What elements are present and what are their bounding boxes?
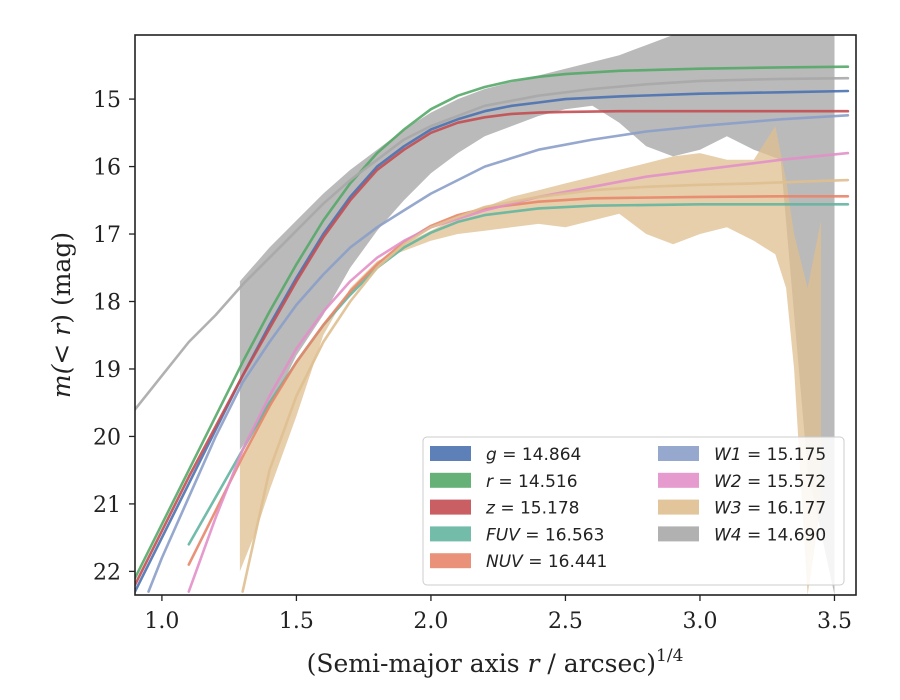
y-axis-ticks: 15 16 17 18 19 20 21 22 [93, 88, 135, 585]
plot-frame [134, 34, 857, 596]
legend-swatch-w1 [658, 446, 699, 461]
legend-swatch-z [430, 499, 471, 515]
x-axis-title-var: r [528, 649, 542, 678]
legend-series-name: W3 [714, 499, 742, 519]
y-axis-title-prefix: m( [47, 363, 76, 398]
legend-series-value: = 16.441 [523, 552, 608, 572]
legend-series-name: z [485, 499, 496, 519]
legend-series-name: W1 [714, 445, 742, 465]
legend-label-g: g = 14.864 [486, 445, 581, 465]
legend-series-value: = 15.572 [742, 472, 827, 492]
x-tick-label: 2.5 [548, 609, 583, 634]
series-line-z [135, 109, 850, 587]
x-tick-label: 3.0 [682, 609, 717, 634]
legend-series-value: = 15.178 [495, 499, 580, 519]
series-line-w2 [187, 151, 850, 593]
y-tick-label: 18 [93, 291, 121, 316]
legend-label-w2: W2 = 15.572 [714, 472, 826, 492]
series-line-fuv [187, 203, 850, 546]
legend-swatch-w4 [658, 526, 699, 542]
y-tick-label: 21 [93, 493, 121, 518]
y-axis-title-suffix: ) (mag) [47, 232, 76, 324]
x-tick-label: 1.5 [279, 609, 314, 634]
legend-label-w1: W1 = 15.175 [714, 445, 826, 465]
legend-swatch-w3 [658, 499, 699, 515]
legend-series-value: = 16.177 [742, 499, 827, 519]
legend-series-name: W2 [714, 472, 742, 492]
legend-label-z: z = 15.178 [485, 499, 579, 519]
series-line-w3 [241, 178, 850, 593]
legend-swatch-r [430, 472, 471, 488]
legend-series-name: g [486, 445, 497, 465]
legend-label-nuv: NUV = 16.441 [486, 552, 607, 572]
legend-series-value: = 14.864 [497, 445, 582, 465]
x-axis-title-prefix: (Semi-major axis [307, 649, 528, 678]
series-line-r [135, 65, 850, 580]
legend-series-name: W4 [714, 525, 742, 545]
x-axis-title: (Semi-major axis r / arcsec)1/4 [307, 646, 684, 678]
legend-label-w4: W4 = 14.690 [714, 525, 826, 545]
y-tick-label: 17 [93, 223, 121, 248]
y-tick-label: 20 [93, 425, 121, 450]
y-axis-title: m(< r) (mag) [47, 232, 76, 398]
y-tick-label: 15 [93, 88, 121, 113]
legend-series-value: = 14.516 [493, 472, 578, 492]
x-tick-label: 2.0 [413, 609, 448, 634]
y-tick-label: 19 [93, 358, 121, 383]
uncertainty-bands [239, 35, 835, 595]
legend-series-name: FUV [486, 525, 521, 545]
x-axis-title-exponent: 1/4 [656, 646, 683, 666]
series-line-w4 [135, 76, 850, 411]
legend-label-fuv: FUV = 16.563 [486, 525, 604, 545]
legend-box [422, 436, 845, 586]
legend-series-value: = 14.690 [742, 525, 827, 545]
x-tick-label: 1.0 [144, 609, 179, 634]
legend-swatch-g [430, 446, 471, 461]
legend-swatch-nuv [430, 553, 471, 569]
band-w3 [239, 126, 821, 595]
series-line-w1 [147, 114, 850, 593]
series-lines [135, 65, 850, 593]
legend-series-value: = 16.563 [520, 525, 605, 545]
y-axis-title-op: < r [47, 322, 76, 365]
y-tick-label: 16 [93, 156, 121, 181]
legend-series-name: NUV [486, 552, 524, 572]
legend-series-value: = 15.175 [742, 445, 827, 465]
legend-series-name: r [486, 472, 494, 492]
band-w4 [239, 35, 835, 595]
legend-label-w3: W3 = 16.177 [714, 499, 826, 519]
x-tick-label: 3.5 [817, 609, 852, 634]
legend-label-r: r = 14.516 [486, 472, 578, 492]
x-axis-title-suffix: / arcsec) [539, 649, 656, 678]
y-tick-label: 22 [93, 560, 121, 585]
legend-swatch-w2 [658, 472, 699, 488]
legend-swatch-fuv [430, 526, 471, 542]
x-axis-ticks: 1.0 1.5 2.0 2.5 3.0 3.5 [144, 595, 852, 634]
